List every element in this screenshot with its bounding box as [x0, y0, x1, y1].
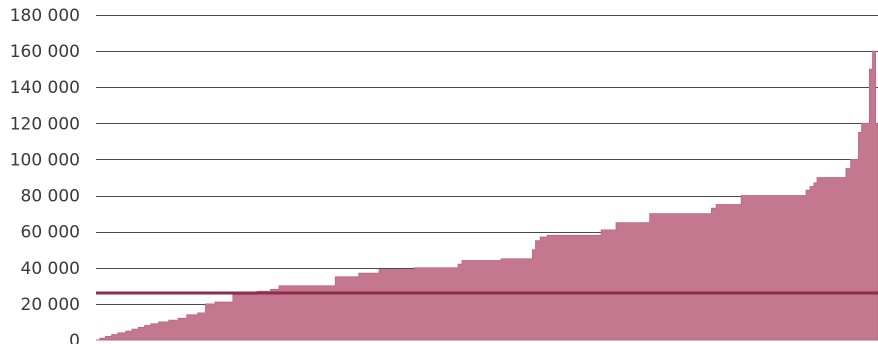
y-tick-label: 20 000 [21, 295, 80, 315]
y-tick-label: 40 000 [21, 259, 80, 279]
y-axis-tick-labels: 0 20 000 40 000 60 000 80 000 100 000 120 000 1… [10, 6, 80, 344]
y-tick-label: 100 000 [10, 150, 80, 170]
y-tick-label: 180 000 [10, 6, 80, 26]
y-tick-label: 140 000 [10, 78, 80, 98]
y-tick-label: 60 000 [21, 223, 80, 243]
y-tick-label: 160 000 [10, 42, 80, 62]
grid-lines [96, 15, 878, 305]
y-tick-label: 120 000 [10, 114, 80, 134]
distribution-step-area [96, 50, 878, 341]
distribution-area [96, 50, 878, 341]
y-tick-label: 0 [69, 331, 80, 344]
y-tick-label: 80 000 [21, 187, 80, 207]
